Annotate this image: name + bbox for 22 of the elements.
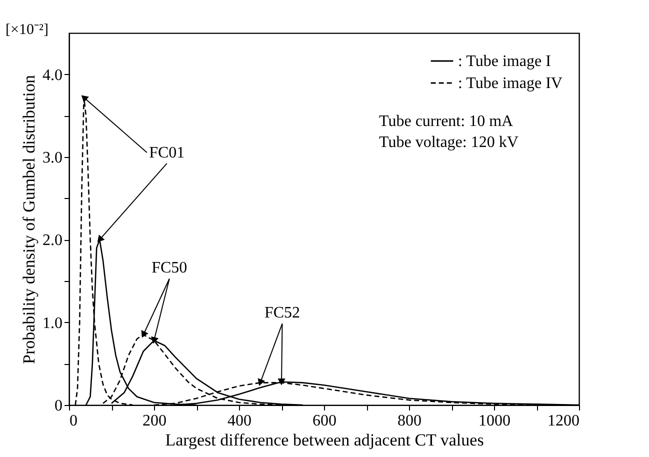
text: [×10⁻²] — [6, 22, 48, 38]
annotation: Tube voltage: 120 kV — [379, 134, 519, 151]
y-tick-label: 4.0 — [42, 66, 62, 84]
x-tick-label: 1000 — [478, 412, 510, 430]
x-tick-label: 200 — [142, 412, 166, 430]
annotation: FC52 — [264, 304, 300, 322]
x-tick-label: 400 — [228, 412, 252, 430]
x-tick-label: 600 — [312, 412, 336, 430]
annotation: FC50 — [152, 260, 188, 277]
y-axis-title: Probability density of Gumbel distribution — [20, 74, 38, 364]
y-tick-label: 1.0 — [42, 314, 62, 332]
annotation: Tube current: 10 mA — [379, 113, 514, 130]
x-axis-title: Largest difference between adjacent CT values — [165, 430, 484, 450]
y-tick-label: 3.0 — [42, 150, 62, 166]
annotation: FC01 — [149, 144, 185, 162]
x-tick-label: 1200 — [548, 412, 580, 430]
y-tick-label: 2.0 — [42, 232, 62, 250]
x-tick-label: 0 — [70, 412, 78, 430]
y-tick-label: 0 — [54, 398, 62, 414]
legend-label: : Tube image IV — [458, 75, 563, 92]
legend-label: : Tube image I — [458, 53, 551, 70]
x-tick-label: 800 — [398, 412, 422, 430]
